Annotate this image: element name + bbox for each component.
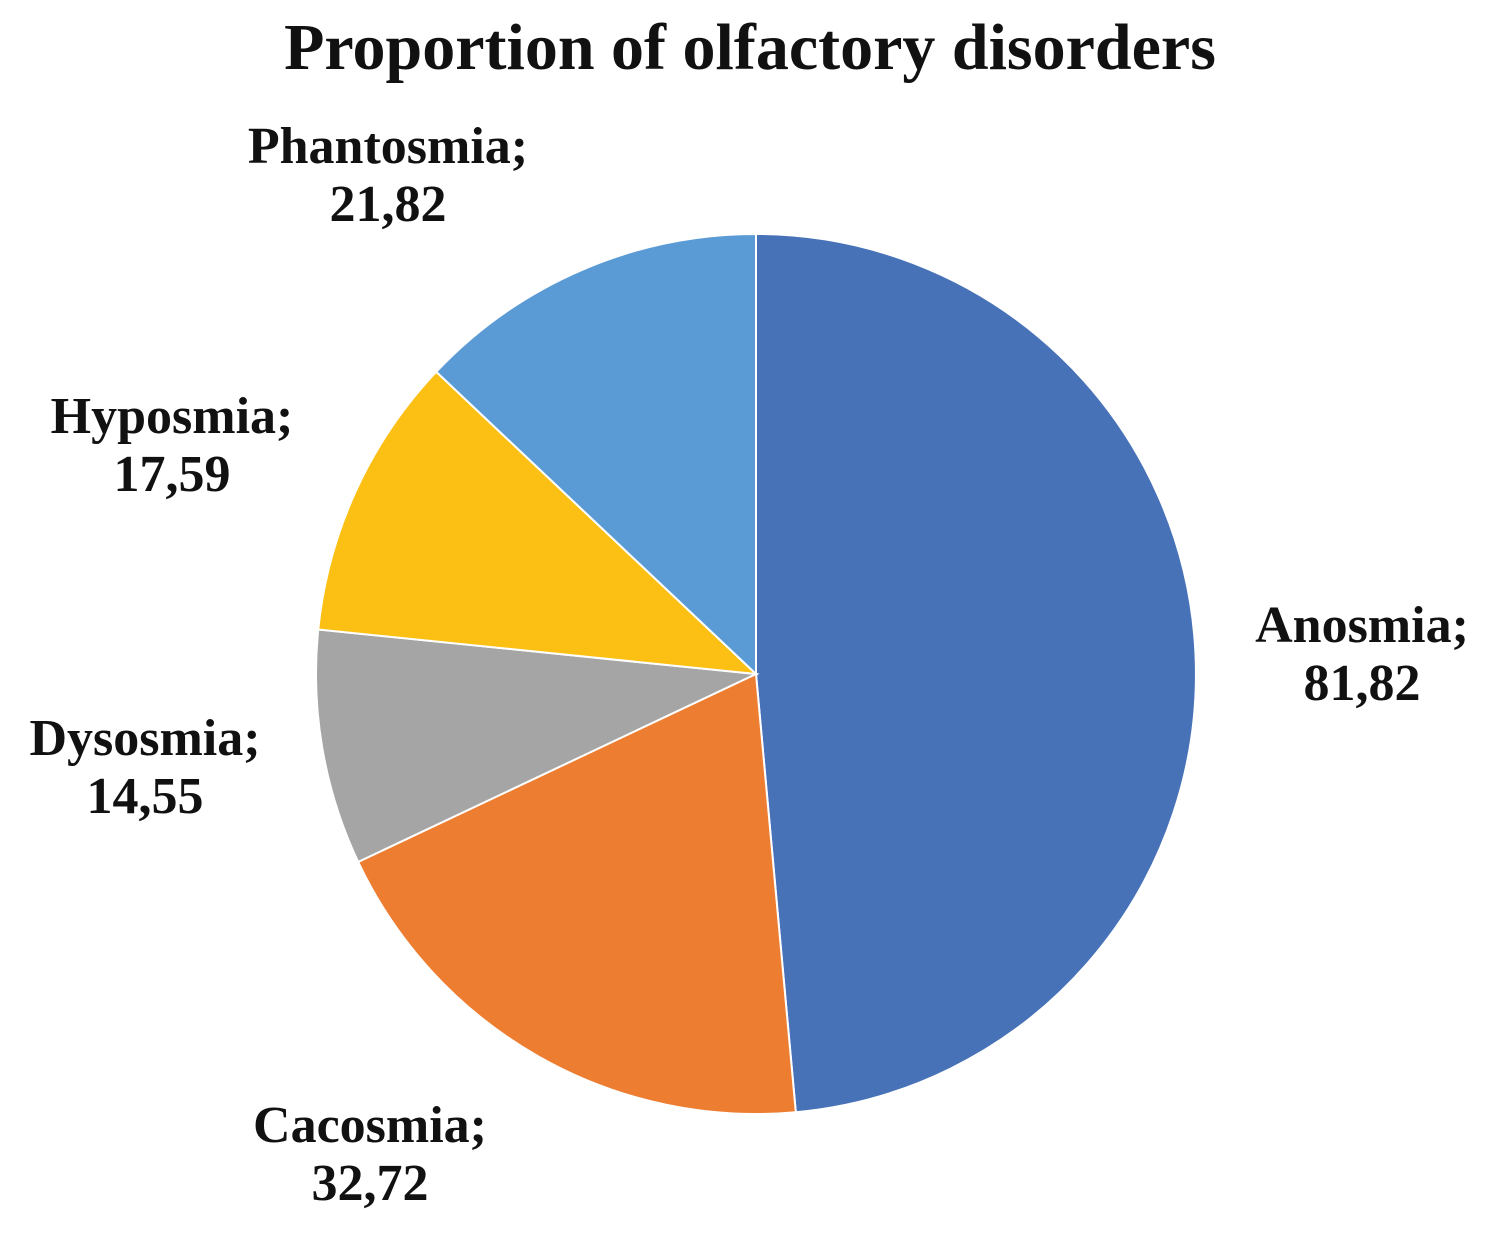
slice-label-cacosmia: Cacosmia; [253, 1097, 487, 1154]
chart-title: Proportion of olfactory disorders [284, 11, 1216, 84]
slice-value-anosmia: 81,82 [1304, 655, 1421, 712]
pie-slice-anosmia [755, 232, 1197, 1114]
slice-label-anosmia: Anosmia; [1255, 597, 1469, 654]
slice-label-phantosmia: Phantosmia; [248, 118, 528, 175]
pie-slice-phantosmia [434, 232, 757, 677]
slices-layer [315, 232, 1197, 1115]
slice-value-dysosmia: 14,55 [87, 768, 204, 825]
pie-slice-dysosmia [315, 628, 760, 864]
slice-value-hyposmia: 17,59 [114, 446, 231, 503]
slice-value-cacosmia: 32,72 [312, 1155, 429, 1212]
slice-label-dysosmia: Dysosmia; [29, 710, 260, 767]
slice-label-hyposmia: Hyposmia; [51, 388, 294, 445]
pie-slice-hyposmia [317, 370, 759, 676]
pie-slice-cacosmia [356, 672, 797, 1115]
labels-layer: Anosmia;81,82 Cacosmia;32,72 Dysosmia;14,5… [29, 118, 1468, 1212]
slice-value-phantosmia: 21,82 [330, 176, 447, 233]
